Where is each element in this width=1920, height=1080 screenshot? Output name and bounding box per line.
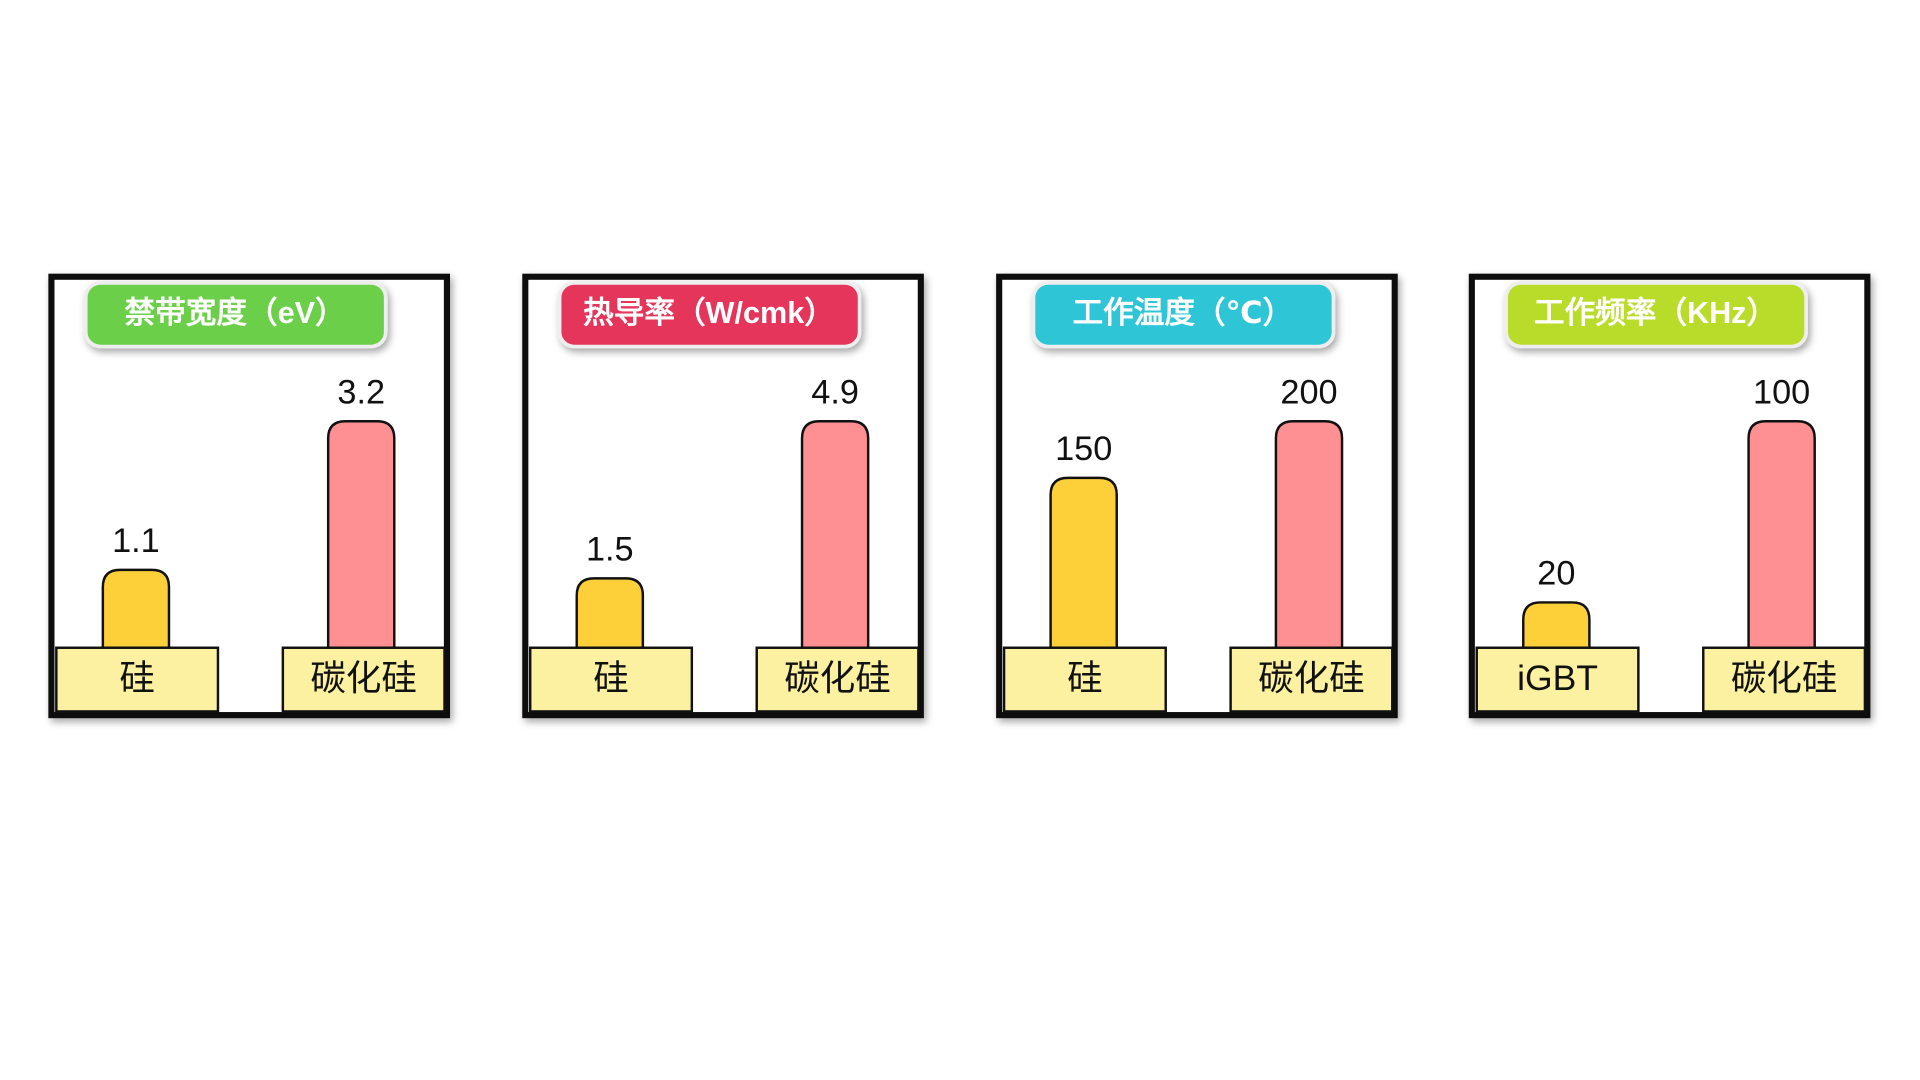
value-label: 3.2 (337, 373, 385, 411)
category-box (1702, 646, 1867, 713)
bar (800, 420, 870, 649)
x-tick-label: 硅 (593, 658, 629, 698)
category-box (1229, 646, 1394, 713)
category-box (755, 646, 920, 713)
value-label: 150 (1055, 430, 1112, 468)
value-label: 200 (1280, 373, 1337, 411)
bar (101, 568, 171, 649)
chart-panel: 工作温度（℃） 150 硅 200 碳化硅 (996, 273, 1398, 719)
x-tick-label: iGBT (1517, 658, 1598, 698)
value-label: 1.1 (112, 522, 160, 560)
title-badge (83, 281, 388, 349)
chart-panel: 禁带宽度（eV） 1.1 硅 3.2 碳化硅 (48, 273, 450, 719)
bar (326, 420, 396, 649)
bar (1522, 601, 1591, 649)
value-label: 20 (1537, 555, 1575, 593)
value-label: 100 (1753, 373, 1810, 411)
bar (575, 577, 645, 649)
category-box (1002, 646, 1167, 713)
chart-title: 工作频率（KHz） (1534, 296, 1777, 330)
x-tick-label: 碳化硅 (1258, 658, 1365, 698)
chart-panel: 工作频率（KHz） 20 iGBT 100 碳化硅 (1468, 273, 1871, 719)
title-badge (1031, 281, 1336, 349)
category-box (281, 646, 446, 713)
category-box (528, 646, 694, 713)
bar (1274, 420, 1344, 649)
category-box (55, 646, 220, 713)
value-label: 1.5 (586, 531, 634, 569)
value-label: 4.9 (811, 373, 859, 411)
x-tick-label: 碳化硅 (310, 658, 417, 698)
chart-title: 热导率（W/cmk） (583, 296, 835, 330)
bar (1049, 476, 1118, 649)
title-badge (557, 281, 862, 349)
bar (1747, 420, 1816, 649)
x-tick-label: 硅 (1067, 658, 1103, 698)
title-badge (1504, 281, 1808, 349)
chart-title: 工作温度（℃） (1072, 296, 1293, 330)
x-tick-label: 碳化硅 (1731, 658, 1838, 698)
x-tick-label: 碳化硅 (784, 658, 891, 698)
x-tick-label: 硅 (119, 658, 155, 698)
chart-panel: 热导率（W/cmk） 1.5 硅 4.9 碳化硅 (522, 273, 924, 719)
category-box (1475, 646, 1640, 713)
chart-title: 禁带宽度（eV） (125, 295, 346, 330)
